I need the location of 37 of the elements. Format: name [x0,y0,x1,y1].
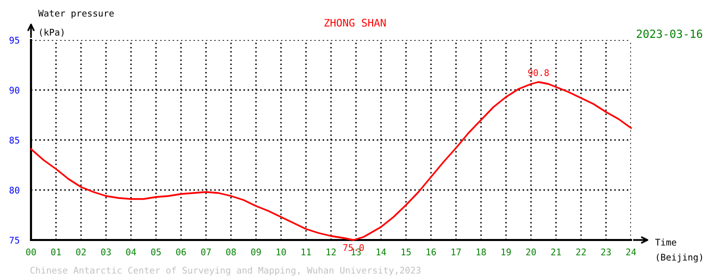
annotation: 90.8 [528,69,549,76]
x-tick-label: 05 [151,248,161,256]
x-tick-label: 12 [326,248,336,256]
x-tick-label: 04 [126,248,136,256]
x-tick-label: 00 [26,248,36,256]
text: Chinese Antarctic Center of Surveying and Mapping, Wuhan University,2023 [30,266,420,276]
y-tick-label: 90 [10,86,20,94]
x-tick-label: 03 [101,248,111,256]
x-tick-label: 09 [251,248,261,256]
x-tick-label: 18 [476,248,486,256]
x-tick-label: 11 [302,248,311,256]
x-tick-label: 17 [452,248,461,256]
x-tick-label: 06 [176,248,186,256]
chart-title: ZHONG SHAN [324,18,386,27]
x-tick-label: 08 [226,248,236,256]
x-tick-label: 01 [51,248,61,256]
y-tick-label: 75 [10,236,20,244]
x-tick-label: 22 [576,248,586,256]
x-axis-title: Time (Beijing) [655,238,702,262]
x-tick-label: 13 [352,248,361,256]
y-tick-label: 80 [10,186,20,194]
y-axis-title: Water pressure (kPa) [38,10,114,37]
x-tick-label: 02 [76,248,86,256]
x-tick-label: 16 [426,248,436,256]
y-tick-label: 85 [10,136,20,144]
x-tick-label: 23 [601,248,611,256]
annotation: 75.0 [343,244,364,251]
y-tick-label: 95 [10,36,20,44]
text: 2023-03-16 [636,30,702,38]
x-tick-label: 20 [526,248,536,256]
x-tick-label: 21 [551,248,561,256]
x-tick-label: 07 [201,248,211,256]
x-tick-label: 10 [276,248,286,256]
x-tick-label: 14 [376,248,386,256]
x-tick-label: 19 [502,248,511,256]
x-tick-label: 24 [626,248,636,256]
x-tick-label: 15 [402,248,411,256]
